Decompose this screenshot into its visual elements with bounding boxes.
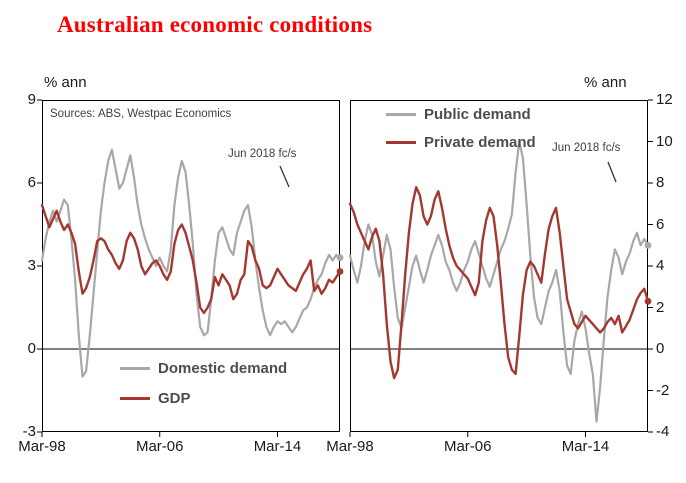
left-chart-panel [37,99,344,437]
y-tick-label: 2 [656,298,665,316]
legend-item-gdp: GDP [120,390,191,407]
x-tick-label: Mar-14 [561,438,610,455]
y-tick-label: 6 [27,174,36,191]
x-tick-label: Mar-14 [253,438,302,455]
forecast-note-left: Jun 2018 fc/s [228,148,297,160]
y-tick-label: -2 [656,381,670,399]
legend-item-private-demand: Private demand [386,134,536,151]
left-y-axis-unit: % ann [44,74,87,91]
x-tick-label: Mar-06 [443,438,492,455]
y-tick-label: 0 [656,340,665,357]
y-tick-label: 8 [656,174,665,191]
legend-item-domestic-demand: Domestic demand [120,360,287,377]
x-tick-label: Mar-98 [18,438,66,455]
y-tick-label: 12 [656,91,673,108]
y-tick-label: 0 [27,340,36,357]
legend-item-public-demand: Public demand [386,106,531,123]
y-tick-label: 6 [656,215,665,233]
y-tick-label: -3 [22,423,36,440]
right-y-axis-unit: % ann [584,74,627,91]
gdp-line-swatch [120,397,150,400]
right-chart-panel [348,99,653,437]
x-tick-label: Mar-06 [135,438,184,455]
y-tick-label: 4 [656,257,665,274]
y-tick-label: 3 [27,257,36,274]
forecast-note-right: Jun 2018 fc/s [552,142,621,154]
left-chart-svg [37,99,344,437]
right-chart-svg [348,99,653,437]
private-demand-line-swatch [386,141,416,144]
y-tick-label: 9 [27,91,36,108]
y-tick-label: 10 [656,132,673,150]
legend-label-public-demand: Public demand [424,106,531,123]
domestic-demand-line-swatch [120,367,150,370]
chart-title: Australian economic conditions [57,12,373,37]
source-note: Sources: ABS, Westpac Economics [50,108,232,120]
public-demand-line-swatch [386,113,416,116]
legend-label-domestic-demand: Domestic demand [158,360,288,377]
x-tick-label: Mar-98 [326,438,374,455]
legend-label-private-demand: Private demand [424,134,536,151]
y-tick-label: -4 [656,423,670,440]
legend-label-gdp: GDP [158,390,191,407]
